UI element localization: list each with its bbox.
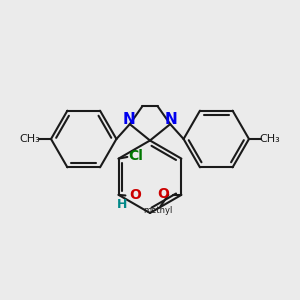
Text: O: O [157,187,169,201]
Text: H: H [117,199,128,212]
Text: O: O [130,188,142,203]
Text: Cl: Cl [128,149,143,163]
Text: methyl: methyl [143,206,172,215]
Text: CH₃: CH₃ [260,134,280,144]
Text: CH₃: CH₃ [20,134,40,144]
Text: N: N [165,112,178,128]
Text: N: N [122,112,135,128]
